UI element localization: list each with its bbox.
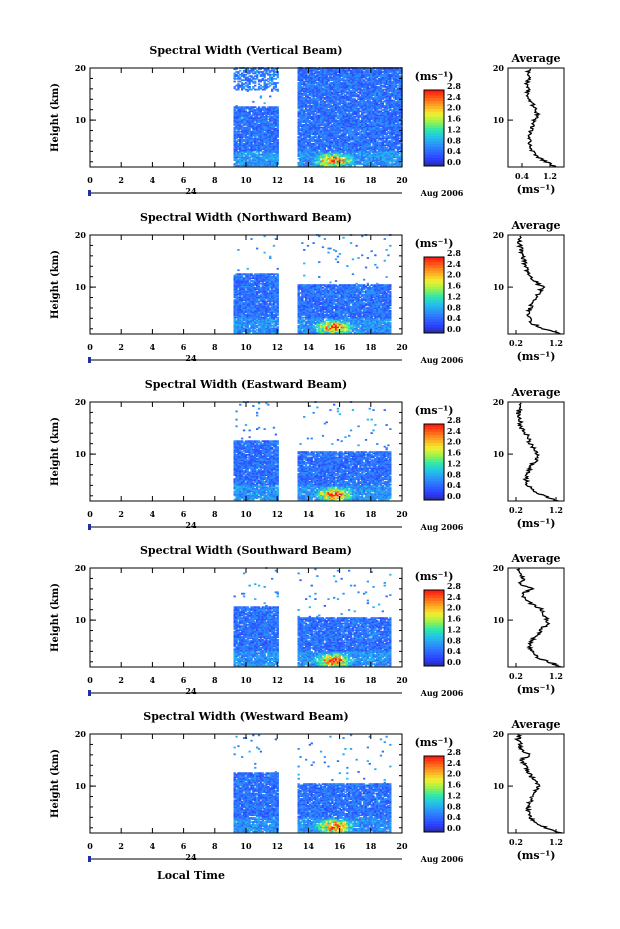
heatmap-cell — [254, 81, 256, 83]
heatmap-cell — [277, 89, 279, 91]
heatmap-cell — [249, 86, 251, 88]
heatmap-cell — [269, 96, 271, 98]
heatmap-cell — [277, 82, 279, 84]
chart-panel-1: Spectral Width (Vertical Beam)0 2 4 6 8 10 12 1… — [50, 44, 564, 198]
chart-title: Spectral Width (Vertical Beam) — [149, 44, 342, 57]
heatmap-cell — [260, 96, 262, 98]
heatmap-cell — [277, 106, 279, 108]
heatmap-cell — [234, 81, 236, 83]
figure: Spectral Width (Vertical Beam)0 2 4 6 8 10 12 1… — [0, 0, 620, 929]
heatmap-cell — [277, 139, 279, 141]
heatmap-cell — [252, 101, 254, 103]
heatmap-cell — [239, 70, 241, 72]
heatmap-cell — [264, 102, 266, 104]
heatmap-cells — [234, 67, 403, 166]
heatmap-cell — [254, 85, 256, 87]
